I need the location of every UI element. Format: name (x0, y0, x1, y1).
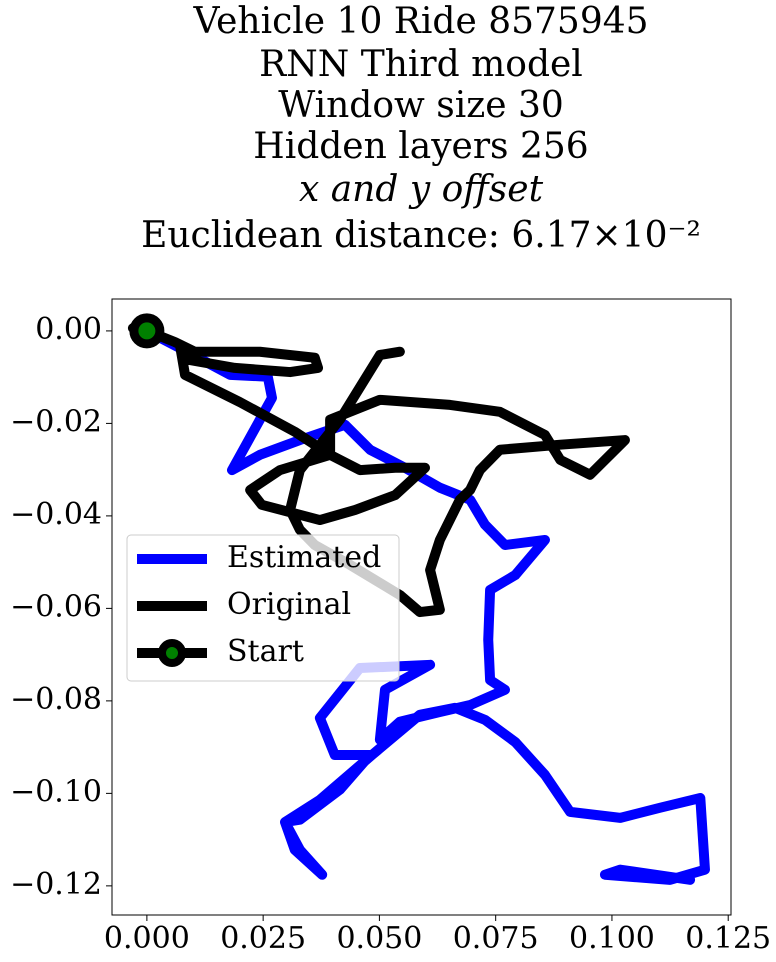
legend-marker (158, 639, 186, 667)
chart-title: RNN Third model (259, 44, 583, 85)
x-tick-label: 0.075 (453, 921, 539, 956)
chart-title: Window size 30 (278, 85, 564, 126)
legend-label: Start (227, 634, 304, 669)
y-tick-label: −0.12 (10, 867, 102, 902)
legend-label: Estimated (227, 540, 381, 575)
chart-title: Hidden layers 256 (253, 126, 588, 167)
start-marker (129, 313, 165, 349)
x-tick-label: 0.100 (569, 921, 655, 956)
y-tick-label: −0.06 (10, 589, 102, 624)
trajectory-line (141, 325, 710, 885)
trajectory-line (127, 323, 630, 618)
y-tick-label: 0.00 (35, 312, 102, 347)
chart-title: Vehicle 10 Ride 8575945 (192, 1, 648, 42)
x-tick-label: 0.000 (104, 921, 190, 956)
x-tick-label: 0.125 (685, 921, 771, 956)
y-tick-label: −0.08 (10, 682, 102, 717)
legend: Estimated Original Start (126, 534, 400, 682)
legend-label: Original (227, 587, 351, 622)
y-tick-label: −0.10 (10, 774, 102, 809)
x-tick-label: 0.050 (336, 921, 422, 956)
x-tick-label: 0.025 (220, 921, 306, 956)
title-block: Vehicle 10 Ride 8575945 RNN Third model … (141, 1, 701, 256)
plot-frame (111, 298, 732, 916)
chart-title: x and y offset (299, 169, 544, 210)
chart-title: Euclidean distance: 6.17×10⁻² (141, 215, 701, 256)
y-tick-label: −0.02 (10, 404, 102, 439)
legend-box (126, 534, 400, 682)
y-tick-label: −0.04 (10, 497, 102, 532)
